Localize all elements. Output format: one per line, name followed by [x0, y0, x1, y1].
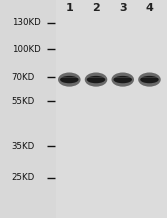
Ellipse shape — [114, 76, 132, 83]
Text: 2: 2 — [92, 3, 100, 13]
Text: 100KD: 100KD — [12, 44, 40, 54]
FancyBboxPatch shape — [56, 0, 167, 218]
Ellipse shape — [140, 76, 159, 83]
Ellipse shape — [138, 72, 161, 87]
Ellipse shape — [112, 72, 134, 87]
Ellipse shape — [85, 72, 107, 87]
Text: 3: 3 — [119, 3, 127, 13]
Text: 55KD: 55KD — [12, 97, 35, 106]
Ellipse shape — [60, 76, 78, 83]
Text: 70KD: 70KD — [12, 73, 35, 82]
Text: 130KD: 130KD — [12, 18, 40, 27]
Text: 25KD: 25KD — [12, 173, 35, 182]
Text: 35KD: 35KD — [12, 141, 35, 151]
Text: 1: 1 — [65, 3, 73, 13]
Ellipse shape — [87, 76, 105, 83]
Ellipse shape — [58, 72, 80, 87]
Text: 4: 4 — [145, 3, 153, 13]
